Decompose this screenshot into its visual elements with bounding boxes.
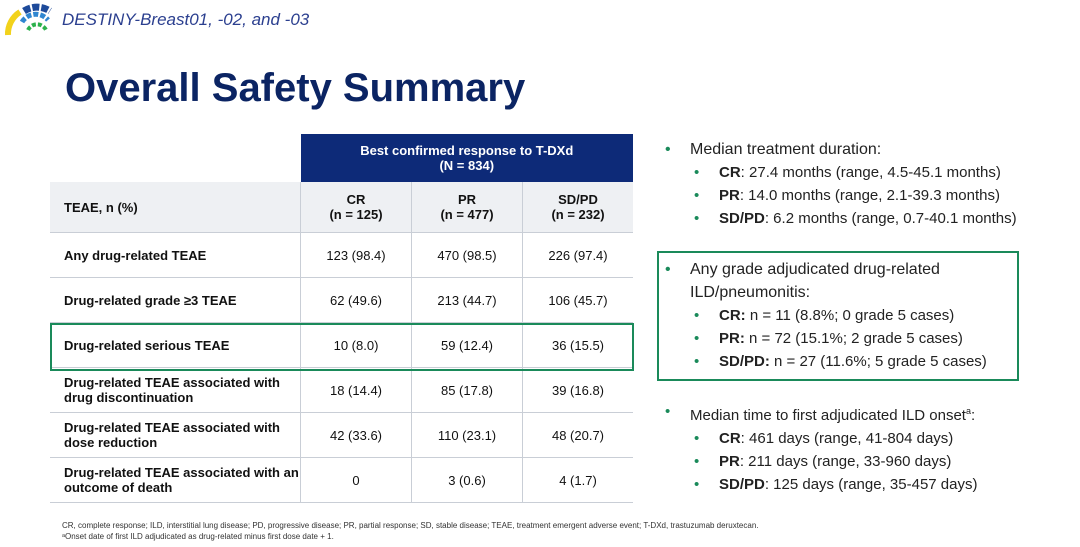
study-header: DESTINY-Breast01, -02, and -03 bbox=[62, 10, 310, 29]
cell-value: 3 (0.6) bbox=[411, 457, 523, 503]
cell-value: 213 (44.7) bbox=[411, 277, 523, 323]
cell-value: 59 (12.4) bbox=[411, 322, 523, 368]
cell-value: 62 (49.6) bbox=[300, 277, 412, 323]
row-label: Any drug-related TEAE bbox=[50, 232, 301, 278]
table-row: Any drug-related TEAE 123 (98.4) 470 (98.5… bbox=[50, 232, 633, 278]
list-item: SD/PD: 125 days (range, 35-457 days) bbox=[694, 473, 977, 496]
cell-value: 123 (98.4) bbox=[300, 232, 412, 278]
list-item: SD/PD: n = 27 (11.6%; 5 grade 5 cases) bbox=[694, 350, 1005, 373]
column-header-row: TEAE, n (%) CR (n = 125) PR (n = 477) SD/P… bbox=[50, 182, 633, 233]
row-label: Drug-related TEAE associated with dose r… bbox=[50, 412, 301, 458]
section-ild-onset: Median time to first adjudicated ILD ons… bbox=[665, 400, 977, 496]
cell-value: 85 (17.8) bbox=[411, 367, 523, 413]
list-item: CR: 461 days (range, 41-804 days) bbox=[694, 427, 977, 450]
cell-value: 42 (33.6) bbox=[300, 412, 412, 458]
group-header: Best confirmed response to T-DXd (N = 834… bbox=[300, 134, 633, 182]
row-label: Drug-related grade ≥3 TEAE bbox=[50, 277, 301, 323]
table-row: Drug-related TEAE associated with an out… bbox=[50, 457, 633, 503]
cell-value: 226 (97.4) bbox=[522, 232, 633, 278]
list-item: SD/PD: 6.2 months (range, 0.7-40.1 month… bbox=[694, 207, 1017, 230]
list-item: PR: 211 days (range, 33-960 days) bbox=[694, 450, 977, 473]
cell-value: 470 (98.5) bbox=[411, 232, 523, 278]
cell-value: 39 (16.8) bbox=[522, 367, 633, 413]
col-cr: CR (n = 125) bbox=[300, 182, 412, 233]
list-item: PR: 14.0 months (range, 2.1-39.3 months) bbox=[694, 184, 1017, 207]
highlight-box-serious-teae bbox=[50, 323, 634, 371]
table-row: Drug-related grade ≥3 TEAE 62 (49.6) 213 (… bbox=[50, 277, 633, 323]
footnotes: CR, complete response; ILD, interstitial… bbox=[62, 521, 759, 541]
row-label: Drug-related TEAE associated with drug d… bbox=[50, 367, 301, 413]
row-header: TEAE, n (%) bbox=[50, 182, 301, 233]
col-pr: PR (n = 477) bbox=[411, 182, 523, 233]
destiny-logo bbox=[5, 3, 52, 36]
col-sdpd: SD/PD (n = 232) bbox=[522, 182, 633, 233]
highlight-box-ild bbox=[657, 251, 1019, 381]
section-treatment-duration: Median treatment duration:CR: 27.4 month… bbox=[665, 138, 1017, 230]
table-row: Drug-related serious TEAE 10 (8.0) 59 (12.… bbox=[50, 322, 633, 368]
safety-table: Best confirmed response to T-DXd (N = 834… bbox=[50, 134, 633, 503]
section-ild: Any grade adjudicated drug-related ILD/p… bbox=[665, 258, 1005, 373]
table-row: Drug-related TEAE associated with drug d… bbox=[50, 367, 633, 413]
list-item: CR: n = 11 (8.8%; 0 grade 5 cases) bbox=[694, 304, 1005, 327]
cell-value: 48 (20.7) bbox=[522, 412, 633, 458]
cell-value: 0 bbox=[300, 457, 412, 503]
cell-value: 106 (45.7) bbox=[522, 277, 633, 323]
cell-value: 110 (23.1) bbox=[411, 412, 523, 458]
cell-value: 18 (14.4) bbox=[300, 367, 412, 413]
row-label: Drug-related TEAE associated with an out… bbox=[50, 457, 301, 503]
row-label: Drug-related serious TEAE bbox=[50, 322, 301, 368]
list-item: PR: n = 72 (15.1%; 2 grade 5 cases) bbox=[694, 327, 1005, 350]
list-item: CR: 27.4 months (range, 4.5-45.1 months) bbox=[694, 161, 1017, 184]
cell-value: 36 (15.5) bbox=[522, 322, 633, 368]
table-row: Drug-related TEAE associated with dose r… bbox=[50, 412, 633, 458]
cell-value: 10 (8.0) bbox=[300, 322, 412, 368]
page-title: Overall Safety Summary bbox=[65, 66, 526, 110]
cell-value: 4 (1.7) bbox=[522, 457, 633, 503]
